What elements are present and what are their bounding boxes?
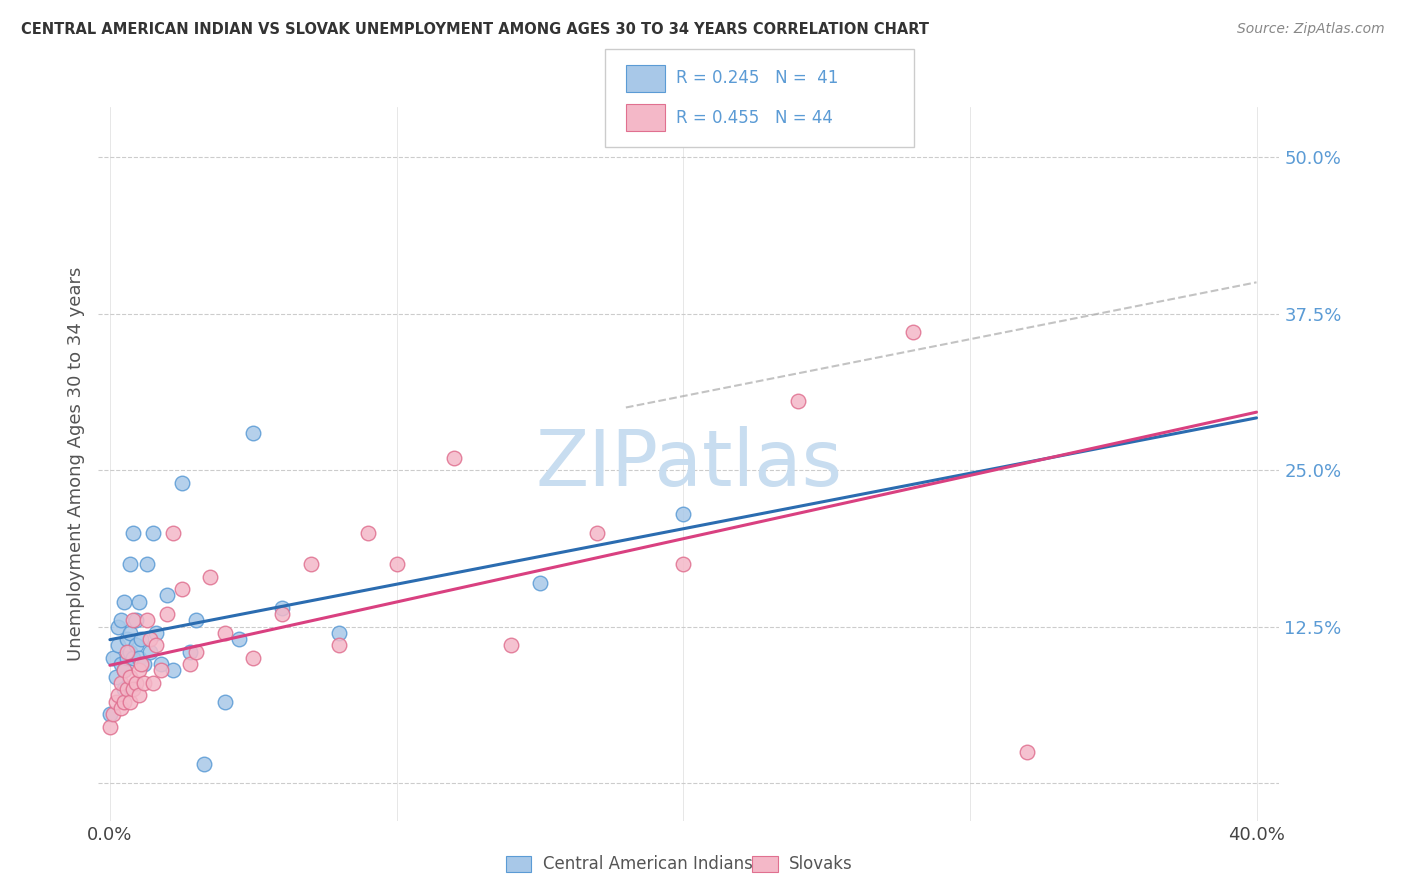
Point xyxy=(179,657,201,672)
Point xyxy=(270,600,292,615)
Point xyxy=(107,639,129,653)
Point xyxy=(200,569,222,583)
Point xyxy=(385,557,408,571)
Point xyxy=(131,657,153,672)
Point xyxy=(184,613,207,627)
Point xyxy=(786,394,808,409)
Point xyxy=(214,695,236,709)
Point xyxy=(672,557,695,571)
Point xyxy=(142,525,165,540)
Point xyxy=(131,632,153,646)
Point xyxy=(214,625,236,640)
Point xyxy=(121,613,143,627)
Point xyxy=(110,701,132,715)
Text: ZIPatlas: ZIPatlas xyxy=(536,425,842,502)
Point xyxy=(110,657,132,672)
Point xyxy=(112,682,135,697)
Point xyxy=(121,651,143,665)
Point xyxy=(134,676,156,690)
Point xyxy=(107,619,129,633)
Point xyxy=(134,657,156,672)
Point xyxy=(112,594,135,608)
Point xyxy=(128,594,150,608)
Point xyxy=(184,645,207,659)
Point xyxy=(115,632,138,646)
Point xyxy=(101,651,124,665)
Point xyxy=(101,707,124,722)
Point xyxy=(115,645,138,659)
Point xyxy=(270,607,292,621)
Point xyxy=(139,632,162,646)
Point xyxy=(107,689,129,703)
Point xyxy=(170,475,193,490)
Point xyxy=(128,651,150,665)
Point xyxy=(242,425,264,440)
Point xyxy=(118,670,141,684)
Point xyxy=(98,707,121,722)
Point xyxy=(145,625,167,640)
Y-axis label: Unemployment Among Ages 30 to 34 years: Unemployment Among Ages 30 to 34 years xyxy=(66,267,84,661)
Point xyxy=(328,639,350,653)
Point xyxy=(328,625,350,640)
Point xyxy=(112,664,135,678)
Point xyxy=(150,664,173,678)
Point xyxy=(142,676,165,690)
Point xyxy=(529,575,551,590)
Point xyxy=(443,450,465,465)
Text: Central American Indians: Central American Indians xyxy=(543,855,752,873)
Point xyxy=(501,639,523,653)
Point xyxy=(104,670,127,684)
Point xyxy=(118,625,141,640)
Point xyxy=(125,639,148,653)
Text: Source: ZipAtlas.com: Source: ZipAtlas.com xyxy=(1237,22,1385,37)
Point xyxy=(586,525,609,540)
Point xyxy=(162,664,184,678)
Point xyxy=(110,676,132,690)
Point xyxy=(98,720,121,734)
Point xyxy=(112,664,135,678)
Point xyxy=(121,682,143,697)
Point xyxy=(110,613,132,627)
Point xyxy=(357,525,380,540)
Point xyxy=(121,525,143,540)
Point xyxy=(170,582,193,596)
Point xyxy=(118,695,141,709)
Point xyxy=(193,757,215,772)
Point xyxy=(125,613,148,627)
Point xyxy=(1017,745,1039,759)
Point xyxy=(179,645,201,659)
Point xyxy=(136,557,159,571)
Point xyxy=(156,607,179,621)
Point xyxy=(115,682,138,697)
Point xyxy=(128,664,150,678)
Point xyxy=(150,657,173,672)
Point xyxy=(162,525,184,540)
Point xyxy=(128,689,150,703)
Text: R = 0.245   N =  41: R = 0.245 N = 41 xyxy=(676,70,838,87)
Point xyxy=(242,651,264,665)
Point xyxy=(118,557,141,571)
Point xyxy=(136,613,159,627)
Point xyxy=(156,588,179,602)
Point xyxy=(115,651,138,665)
Text: CENTRAL AMERICAN INDIAN VS SLOVAK UNEMPLOYMENT AMONG AGES 30 TO 34 YEARS CORRELA: CENTRAL AMERICAN INDIAN VS SLOVAK UNEMPL… xyxy=(21,22,929,37)
Text: Slovaks: Slovaks xyxy=(789,855,852,873)
Point xyxy=(104,695,127,709)
Point xyxy=(228,632,250,646)
Point xyxy=(112,695,135,709)
Point xyxy=(299,557,322,571)
Text: R = 0.455   N = 44: R = 0.455 N = 44 xyxy=(676,109,834,127)
Point xyxy=(901,326,924,340)
Point xyxy=(672,507,695,521)
Point xyxy=(145,639,167,653)
Point xyxy=(139,645,162,659)
Point xyxy=(118,645,141,659)
Point xyxy=(125,676,148,690)
